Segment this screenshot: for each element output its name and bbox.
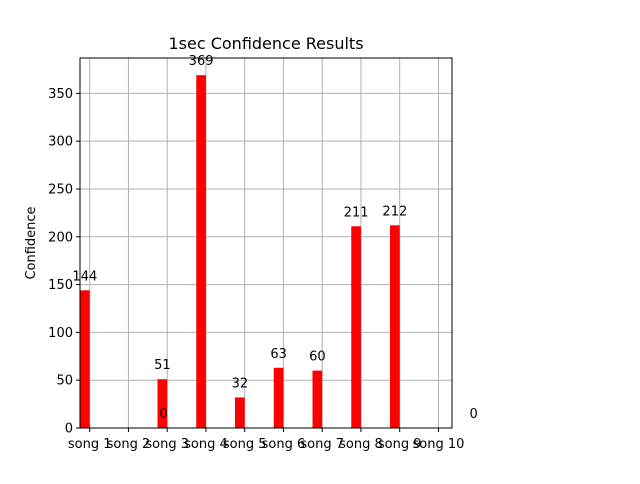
bar <box>312 370 323 428</box>
bar <box>80 290 90 428</box>
y-tick-label: 150 <box>48 278 73 293</box>
x-tick-label: song 5 <box>223 437 267 452</box>
bar <box>235 397 245 428</box>
x-tick-label: song 4 <box>184 437 228 452</box>
chart-title: 1sec Confidence Results <box>168 34 363 53</box>
y-tick-label: 250 <box>48 182 73 197</box>
x-tick-label: song 7 <box>300 437 344 452</box>
bar <box>390 225 400 428</box>
bar-data-label: 0 <box>469 407 477 422</box>
bar-data-label: 211 <box>344 205 369 220</box>
bar <box>351 226 361 428</box>
y-tick-label: 50 <box>56 374 73 389</box>
x-tick-label: song 10 <box>412 437 464 452</box>
x-tick-label: song 3 <box>145 437 189 452</box>
bar-data-label: 144 <box>72 269 97 284</box>
x-tick-label: song 6 <box>262 437 306 452</box>
y-tick-label: 350 <box>48 87 73 102</box>
y-tick-label: 200 <box>48 230 73 245</box>
bar <box>273 367 284 428</box>
bar-data-label: 0 <box>159 407 167 422</box>
y-tick-label: 300 <box>48 135 73 150</box>
bar-data-label: 51 <box>154 358 171 373</box>
x-tick-label: song 1 <box>68 437 112 452</box>
y-tick-label: 0 <box>65 422 73 437</box>
x-tick-label: song 2 <box>107 437 151 452</box>
y-axis-label: Confidence <box>24 206 39 279</box>
x-tick-label: song 9 <box>378 437 422 452</box>
bar-data-label: 369 <box>189 54 214 69</box>
bar-data-label: 32 <box>232 376 249 391</box>
bar <box>196 75 206 429</box>
bar-data-label: 60 <box>309 350 326 365</box>
y-tick-label: 100 <box>48 326 73 341</box>
data-labels: 144 0 51 369 32 63 60 211 212 0 <box>72 54 477 422</box>
x-tick-label: song 8 <box>339 437 383 452</box>
bar-data-label: 212 <box>382 204 407 219</box>
bars <box>80 75 400 429</box>
bar-data-label: 63 <box>270 347 287 362</box>
axes-frame <box>79 57 453 429</box>
bar <box>157 379 168 428</box>
